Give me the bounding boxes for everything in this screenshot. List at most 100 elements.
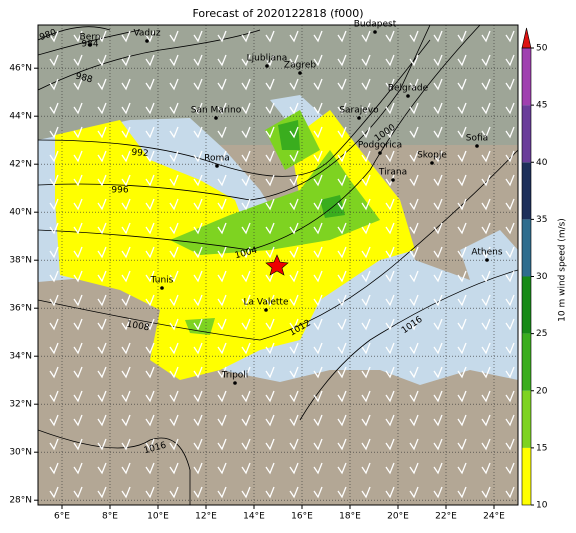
wind-barb <box>145 486 155 499</box>
wind-barb <box>385 270 395 283</box>
wind-barb <box>193 78 203 91</box>
wind-barb <box>193 150 203 163</box>
wind-barb <box>169 30 179 43</box>
wind-barb <box>481 222 491 235</box>
wind-barb <box>145 414 155 427</box>
wind-barb <box>217 174 227 187</box>
wind-barb <box>433 390 443 403</box>
wind-barb <box>121 438 131 451</box>
wind-barb <box>385 462 395 475</box>
wind-barb <box>169 102 179 115</box>
colorbar-tick-label: 35 <box>536 215 547 225</box>
y-tick-label: 34°N <box>9 352 32 362</box>
colorbar-tick-label: 10 <box>536 501 548 511</box>
wind-barb <box>241 54 251 67</box>
wind-barb <box>97 342 107 355</box>
wind-barb <box>337 150 347 163</box>
colorbar-label: 10 m wind speed (m/s) <box>558 218 568 322</box>
wind-barb <box>337 126 347 139</box>
wind-barb <box>409 198 419 211</box>
wind-barb <box>289 246 299 259</box>
wind-barb <box>193 342 203 355</box>
city-dot <box>214 116 218 120</box>
city-dot <box>264 308 268 312</box>
barbs <box>49 30 515 499</box>
isobar-label: 1008 <box>126 320 151 334</box>
colorbar-extend <box>521 27 532 49</box>
city-label: Budapest <box>354 20 397 30</box>
wind-barb <box>97 222 107 235</box>
wind-barb <box>313 438 323 451</box>
wind-barb <box>241 198 251 211</box>
wind-barb <box>289 366 299 379</box>
wind-barb <box>97 318 107 331</box>
colorbar-segment <box>522 447 531 505</box>
wind-barb <box>505 174 515 187</box>
wind-barb <box>97 150 107 163</box>
wind-barb <box>97 54 107 67</box>
wind-barb <box>265 486 275 499</box>
wind-barb <box>409 126 419 139</box>
wind-barb <box>289 30 299 43</box>
wind-barb <box>217 438 227 451</box>
wind-barb <box>217 486 227 499</box>
wind-barb <box>361 222 371 235</box>
wind-barb <box>313 126 323 139</box>
wind-barb <box>121 174 131 187</box>
city-label: Tunis <box>150 276 174 286</box>
wind-barb <box>241 462 251 475</box>
wind-barb <box>505 30 515 43</box>
wind-barb <box>409 150 419 163</box>
wind-barb <box>457 126 467 139</box>
wind-barb <box>505 270 515 283</box>
colorbar-tick-label: 45 <box>536 101 547 111</box>
wind-barb <box>97 390 107 403</box>
wind-barb <box>121 318 131 331</box>
city-dot <box>406 94 410 98</box>
wind-barb <box>145 54 155 67</box>
wind-barb <box>265 366 275 379</box>
wind-barb <box>145 246 155 259</box>
wind-barb <box>73 390 83 403</box>
wind-barb <box>313 342 323 355</box>
wind-barb <box>505 366 515 379</box>
wind-barb <box>49 294 59 307</box>
wind-barb <box>73 486 83 499</box>
y-tick-label: 44°N <box>9 112 32 122</box>
wind-barb <box>217 462 227 475</box>
wind-barb <box>409 366 419 379</box>
wind-barb <box>241 30 251 43</box>
wind-barb <box>169 390 179 403</box>
x-tick-label: 14°E <box>243 512 265 522</box>
x-tick-label: 16°E <box>291 512 313 522</box>
wind-barb <box>457 318 467 331</box>
isobar-label: 996 <box>111 186 128 196</box>
wind-barb <box>505 462 515 475</box>
colorbar-segment <box>522 48 531 106</box>
wind-barb <box>481 174 491 187</box>
wind-barb <box>73 462 83 475</box>
wind-barb <box>217 366 227 379</box>
colorbar-tick-label: 25 <box>536 329 547 339</box>
wind-barb <box>49 270 59 283</box>
wind-barb <box>289 198 299 211</box>
wind-barb <box>505 222 515 235</box>
wind-barb <box>457 270 467 283</box>
wind-barb <box>169 222 179 235</box>
wind-barb <box>145 150 155 163</box>
wind-barb <box>217 318 227 331</box>
wind-barb <box>433 366 443 379</box>
wind-barb <box>169 270 179 283</box>
title: Forecast of 2020122818 (f000) <box>192 7 363 20</box>
wind-barb <box>169 174 179 187</box>
wind-barb <box>313 318 323 331</box>
wind-barb <box>241 126 251 139</box>
wind-barb <box>97 78 107 91</box>
wind-barb <box>97 294 107 307</box>
wind-barb <box>481 294 491 307</box>
x-tick-label: 12°E <box>195 512 217 522</box>
wind-barb <box>481 318 491 331</box>
wind-barb <box>97 102 107 115</box>
wind-barb <box>385 390 395 403</box>
wind-barb <box>385 414 395 427</box>
